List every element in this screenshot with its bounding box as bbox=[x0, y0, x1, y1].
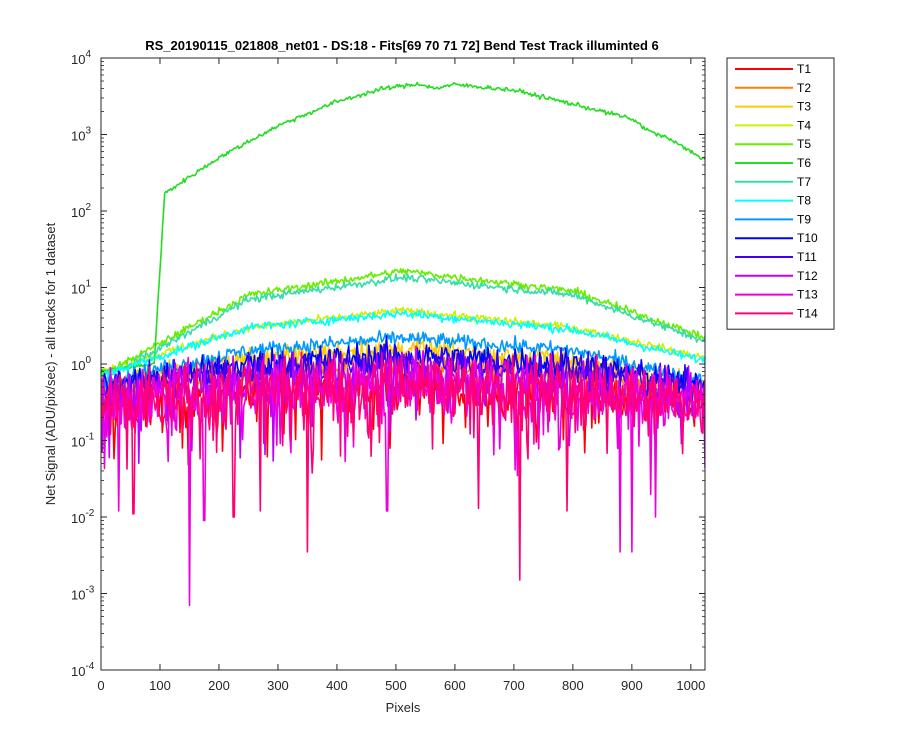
y-tick-label: 104 bbox=[71, 49, 91, 67]
legend-label-t11: T11 bbox=[797, 250, 817, 264]
y-tick-label: 10-4 bbox=[71, 661, 95, 679]
legend-label-t4: T4 bbox=[797, 118, 811, 132]
x-tick-label: 700 bbox=[503, 678, 525, 693]
legend-label-t7: T7 bbox=[797, 175, 811, 189]
y-axis-label: Net Signal (ADU/pix/sec) - all tracks fo… bbox=[43, 222, 58, 505]
legend-label-t12: T12 bbox=[797, 269, 818, 283]
legend-label-t14: T14 bbox=[797, 306, 818, 320]
series-layer bbox=[101, 81, 705, 607]
series-line-t8 bbox=[101, 309, 705, 380]
y-tick-label: 102 bbox=[71, 202, 91, 220]
x-tick-label: 300 bbox=[267, 678, 289, 693]
y-tick-label: 103 bbox=[71, 126, 91, 144]
x-tick-label: 1000 bbox=[676, 678, 705, 693]
legend-box bbox=[726, 57, 835, 330]
legend-label-t8: T8 bbox=[797, 194, 811, 208]
legend-label-t5: T5 bbox=[797, 137, 811, 151]
x-tick-label: 800 bbox=[562, 678, 584, 693]
y-tick-label: 10-1 bbox=[71, 432, 95, 450]
series-line-t5 bbox=[101, 267, 705, 378]
y-tick-label: 101 bbox=[71, 279, 91, 297]
legend-label-t9: T9 bbox=[797, 212, 811, 226]
x-tick-label: 0 bbox=[97, 678, 104, 693]
legend-label-t3: T3 bbox=[797, 100, 811, 114]
x-tick-label: 400 bbox=[326, 678, 348, 693]
chart-title: RS_20190115_021808_net01 - DS:18 - Fits[… bbox=[145, 38, 659, 53]
series-line-t6 bbox=[101, 81, 705, 374]
legend-label-t1: T1 bbox=[797, 62, 811, 76]
y-tick-label: 10-3 bbox=[71, 585, 95, 603]
legend-label-t10: T10 bbox=[797, 231, 818, 245]
x-tick-label: 200 bbox=[208, 678, 230, 693]
y-tick-label: 100 bbox=[71, 355, 91, 373]
legend: T1 T2 T3 T4 T5 T6 T7 T8 T9 T10 T11 T12 T13 T14 bbox=[726, 57, 835, 330]
x-tick-label: 900 bbox=[621, 678, 643, 693]
x-tick-label: 500 bbox=[385, 678, 407, 693]
series-line-t11 bbox=[101, 343, 705, 411]
legend-label-t6: T6 bbox=[797, 156, 811, 170]
y-tick-label: 10-2 bbox=[71, 508, 95, 526]
legend-label-t13: T13 bbox=[797, 288, 818, 302]
x-tick-label: 600 bbox=[444, 678, 466, 693]
x-tick-label: 100 bbox=[149, 678, 171, 693]
x-axis-label: Pixels bbox=[386, 700, 421, 715]
legend-label-t2: T2 bbox=[797, 81, 811, 95]
series-line-t7 bbox=[101, 273, 705, 383]
axes: 0 100 200 300 400 500 600 700 800 900 1000 10-4 10-3… bbox=[71, 49, 706, 693]
series-line-t14 bbox=[101, 351, 705, 581]
